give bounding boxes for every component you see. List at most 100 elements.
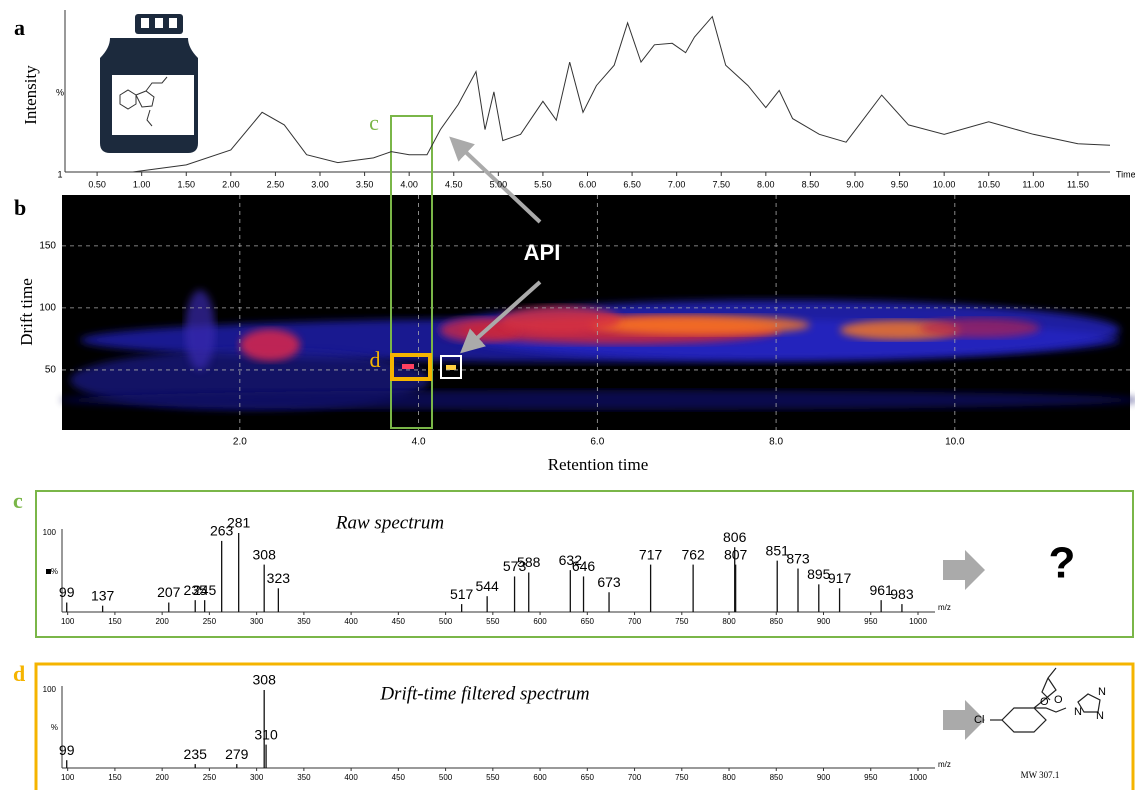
peak-label: 323 — [267, 570, 291, 586]
x-tick-label: 10.50 — [977, 179, 1000, 189]
molecular-weight: MW 307.1 — [1021, 770, 1060, 780]
peak-label: 544 — [475, 578, 499, 594]
y-unit: % — [51, 723, 58, 732]
box-d-label: d — [370, 347, 381, 372]
y-tick-label: 150 — [39, 241, 56, 252]
x-tick-label: 400 — [344, 773, 358, 782]
x-tick-label: 1000 — [909, 617, 927, 626]
heat-blob — [500, 306, 620, 334]
unknown-mark: ? — [1049, 539, 1076, 588]
y-axis-label: Drift time — [17, 278, 36, 346]
x-tick-label: 1000 — [909, 773, 927, 782]
atom-label: N — [1096, 710, 1104, 722]
y-tick-label: 50 — [45, 365, 57, 376]
arrow — [943, 550, 985, 590]
peak-label: 646 — [572, 558, 596, 574]
api-label: API — [524, 240, 561, 265]
y-bottom-label: 1 — [57, 169, 62, 179]
x-tick-label: 4.00 — [400, 179, 418, 189]
chromatogram-line — [133, 17, 1110, 172]
x-tick-label: 2.0 — [233, 437, 247, 448]
peak-label: 308 — [253, 546, 277, 562]
x-tick-label: 900 — [817, 773, 831, 782]
x-tick-label: 400 — [344, 617, 358, 626]
x-tick-label: 200 — [155, 617, 169, 626]
x-tick-label: 150 — [108, 617, 122, 626]
x-unit: m/z — [938, 603, 951, 612]
hot-spot — [446, 365, 456, 370]
x-tick-label: 7.50 — [712, 179, 730, 189]
x-tick-label: 0.50 — [88, 179, 106, 189]
atom-label: N — [1074, 706, 1082, 718]
y-unit: % — [56, 87, 64, 97]
spectrum-title: Raw spectrum — [335, 512, 444, 533]
x-tick-label: 700 — [628, 617, 642, 626]
x-axis-label: Retention time — [548, 455, 649, 474]
y-top-label: 100 — [43, 685, 57, 694]
x-tick-label: 700 — [628, 773, 642, 782]
x-tick-label: 2.00 — [222, 179, 240, 189]
x-tick-label: 950 — [864, 617, 878, 626]
peak-label: 310 — [254, 726, 278, 742]
spectrum-title: Drift-time filtered spectrum — [379, 683, 589, 704]
x-tick-label: 500 — [439, 617, 453, 626]
heat-blob — [920, 318, 1040, 338]
peak-label: 873 — [786, 550, 810, 566]
x-tick-label: 10.0 — [945, 437, 965, 448]
x-tick-label: 650 — [581, 773, 595, 782]
x-tick-label: 11.50 — [1067, 179, 1089, 189]
x-tick-label: 11.00 — [1022, 179, 1044, 189]
x-tick-label: 9.50 — [891, 179, 909, 189]
x-tick-label: 750 — [675, 773, 689, 782]
hot-spot — [402, 364, 414, 369]
heat-blob — [240, 329, 300, 361]
x-tick-label: 8.00 — [757, 179, 775, 189]
x-tick-label: 600 — [533, 773, 547, 782]
x-unit: m/z — [938, 760, 951, 769]
x-tick-label: 100 — [61, 617, 75, 626]
x-tick-label: 3.00 — [311, 179, 329, 189]
x-tick-label: 550 — [486, 617, 500, 626]
x-tick-label: 4.0 — [412, 437, 426, 448]
x-tick-label: 950 — [864, 773, 878, 782]
x-tick-label: 2.50 — [267, 179, 285, 189]
x-tick-label: 300 — [250, 773, 264, 782]
peak-label: 99 — [59, 584, 75, 600]
x-tick-label: 150 — [108, 773, 122, 782]
peak-label: 99 — [59, 742, 75, 758]
y-unit: % — [51, 567, 58, 576]
x-tick-label: 600 — [533, 617, 547, 626]
y-top-label: 100 — [43, 528, 57, 537]
atom-label: N — [1098, 686, 1106, 698]
x-tick-label: 7.00 — [668, 179, 686, 189]
x-tick-label: 900 — [817, 617, 831, 626]
x-tick-label: 450 — [392, 617, 406, 626]
peak-label: 762 — [681, 546, 705, 562]
peak-label: 517 — [450, 586, 474, 602]
x-tick-label: 5.00 — [490, 179, 508, 189]
peak-label: 281 — [227, 515, 251, 531]
panel-label: b — [14, 195, 26, 220]
peak-label: 235 — [184, 746, 208, 762]
peak-label: 137 — [91, 587, 115, 603]
x-tick-label: 200 — [155, 773, 169, 782]
x-tick-label: 10.00 — [933, 179, 956, 189]
x-tick-label: 850 — [770, 617, 784, 626]
box-c-label: c — [369, 110, 379, 135]
x-tick-label: 8.0 — [769, 437, 783, 448]
peak-label: 717 — [639, 546, 663, 562]
peak-label: 207 — [157, 584, 181, 600]
peak-label: 983 — [890, 586, 914, 602]
peak-label: 279 — [225, 746, 249, 762]
figure: a Intensity % 1 Time b Drift time Retent… — [0, 0, 1135, 790]
x-tick-label: 800 — [722, 773, 736, 782]
x-tick-label: 5.50 — [534, 179, 552, 189]
peak-label: 807 — [724, 546, 748, 562]
heat-blob — [185, 290, 215, 370]
x-tick-label: 3.50 — [356, 179, 374, 189]
x-unit: Time — [1116, 169, 1135, 179]
x-tick-label: 250 — [203, 773, 217, 782]
peak-label: 917 — [828, 570, 852, 586]
peak-label: 308 — [253, 672, 277, 688]
x-tick-label: 300 — [250, 617, 264, 626]
